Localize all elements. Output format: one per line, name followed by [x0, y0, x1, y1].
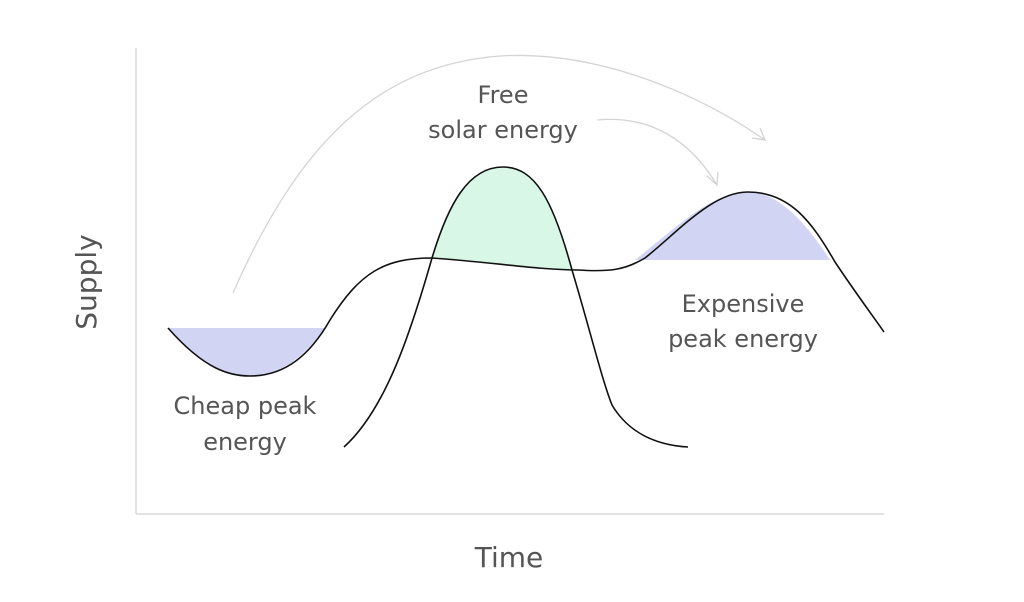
shift-arrow-small — [596, 118, 718, 186]
free-solar-label-line2: solar energy — [428, 116, 578, 144]
expensive-peak-label-line2: peak energy — [668, 325, 818, 353]
cheap-peak-label-line1: Cheap peak — [174, 392, 317, 420]
cheap-peak-area — [168, 328, 325, 376]
solar-surplus-area — [432, 167, 572, 270]
expensive-peak-label-line1: Expensive — [682, 290, 805, 318]
demand-curve — [167, 191, 885, 377]
shift-arrow-large — [232, 54, 766, 294]
shift-arrow-small-head — [706, 171, 719, 187]
shift-arrow-large-head — [751, 127, 767, 141]
cheap-peak-label-line2: energy — [203, 428, 287, 456]
expensive-peak-area — [635, 192, 830, 260]
x-axis-title: Time — [474, 541, 544, 574]
free-solar-label-line1: Free — [478, 81, 529, 109]
y-axis-title: Supply — [70, 234, 103, 329]
solar-curve — [343, 166, 689, 448]
